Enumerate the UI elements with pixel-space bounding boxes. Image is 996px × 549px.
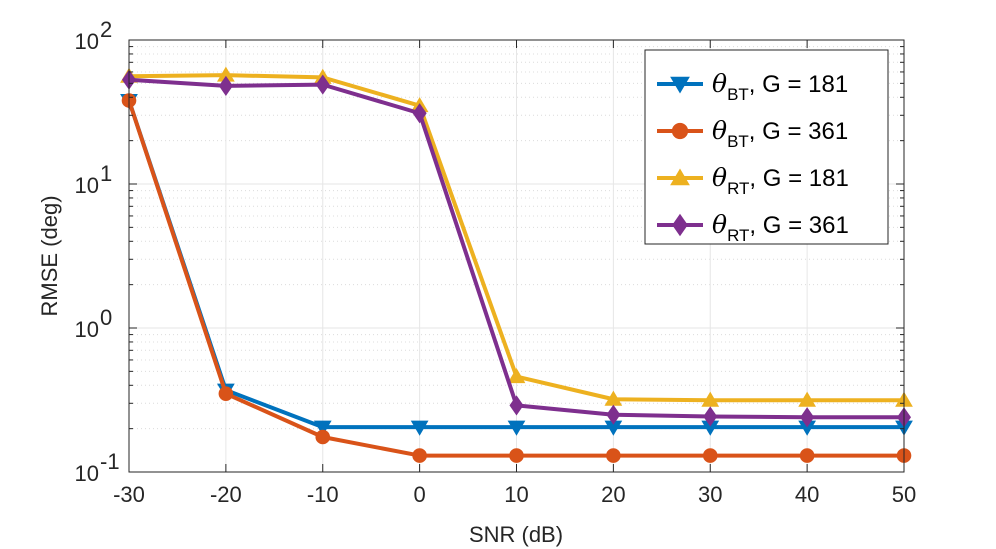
legend-entry-2: θBT, G = 361 [657,116,848,151]
y-tick-label: 10 [75,461,99,486]
x-axis-title: SNR (dB) [469,522,563,547]
y-tick-label-exponent: 0 [100,305,112,330]
data-point [507,420,526,436]
data-point [703,406,718,427]
x-tick-label: 30 [698,482,722,507]
data-point [799,448,815,463]
legend-marker [670,168,690,186]
y-tick-label: 10 [75,317,99,342]
legend-label: θRT, G = 361 [712,210,849,245]
x-tick-label: -20 [210,482,242,507]
y-tick-label: 10 [75,173,99,198]
x-tick-label: 10 [504,482,528,507]
legend: θBT, G = 181 θBT, G = 361 θRT, G = 181 θRT,… [644,49,889,245]
x-tick-label: 50 [892,482,916,507]
x-tick-label: 20 [601,482,625,507]
series-4 [121,69,912,428]
legend-label: θRT, G = 181 [712,163,849,198]
data-point [509,395,524,416]
x-tick-label: 40 [795,482,819,507]
data-point [412,448,427,463]
legend-marker [672,213,688,237]
legend-marker [671,122,689,140]
data-point [509,448,524,463]
data-point [507,367,526,384]
series-2 [121,93,912,463]
data-point [702,448,718,463]
data-point [315,74,330,95]
data-point [412,103,427,124]
x-tick-label: 0 [414,482,426,507]
data-point [800,407,815,428]
x-tick-label: -10 [307,482,339,507]
data-point [218,386,234,401]
legend-entry-3: θRT, G = 181 [657,163,849,198]
legend-entry-4: θRT, G = 361 [657,210,849,245]
x-tick-label: -30 [113,482,145,507]
x-tick-labels: -30 -20 -10 0 10 20 30 40 50 [113,482,916,507]
y-tick-label-exponent: 1 [100,161,112,186]
legend-label: θBT, G = 361 [712,116,848,151]
data-point [798,391,816,407]
data-point [701,391,720,407]
legend-entry-1: θBT, G = 181 [657,69,848,104]
data-point [606,404,621,425]
y-tick-label: 10 [75,29,99,54]
data-point [315,429,331,445]
axis-ticks [128,39,905,473]
data-point [218,75,233,96]
data-point [313,420,332,436]
y-tick-label-exponent: 2 [100,17,112,42]
data-point [606,448,621,463]
legend-marker [670,76,690,94]
y-tick-label-exponent: -1 [100,449,120,474]
legend-label: θBT, G = 181 [712,69,848,104]
y-axis-title: RMSE (deg) [37,195,62,316]
data-point [410,420,429,436]
